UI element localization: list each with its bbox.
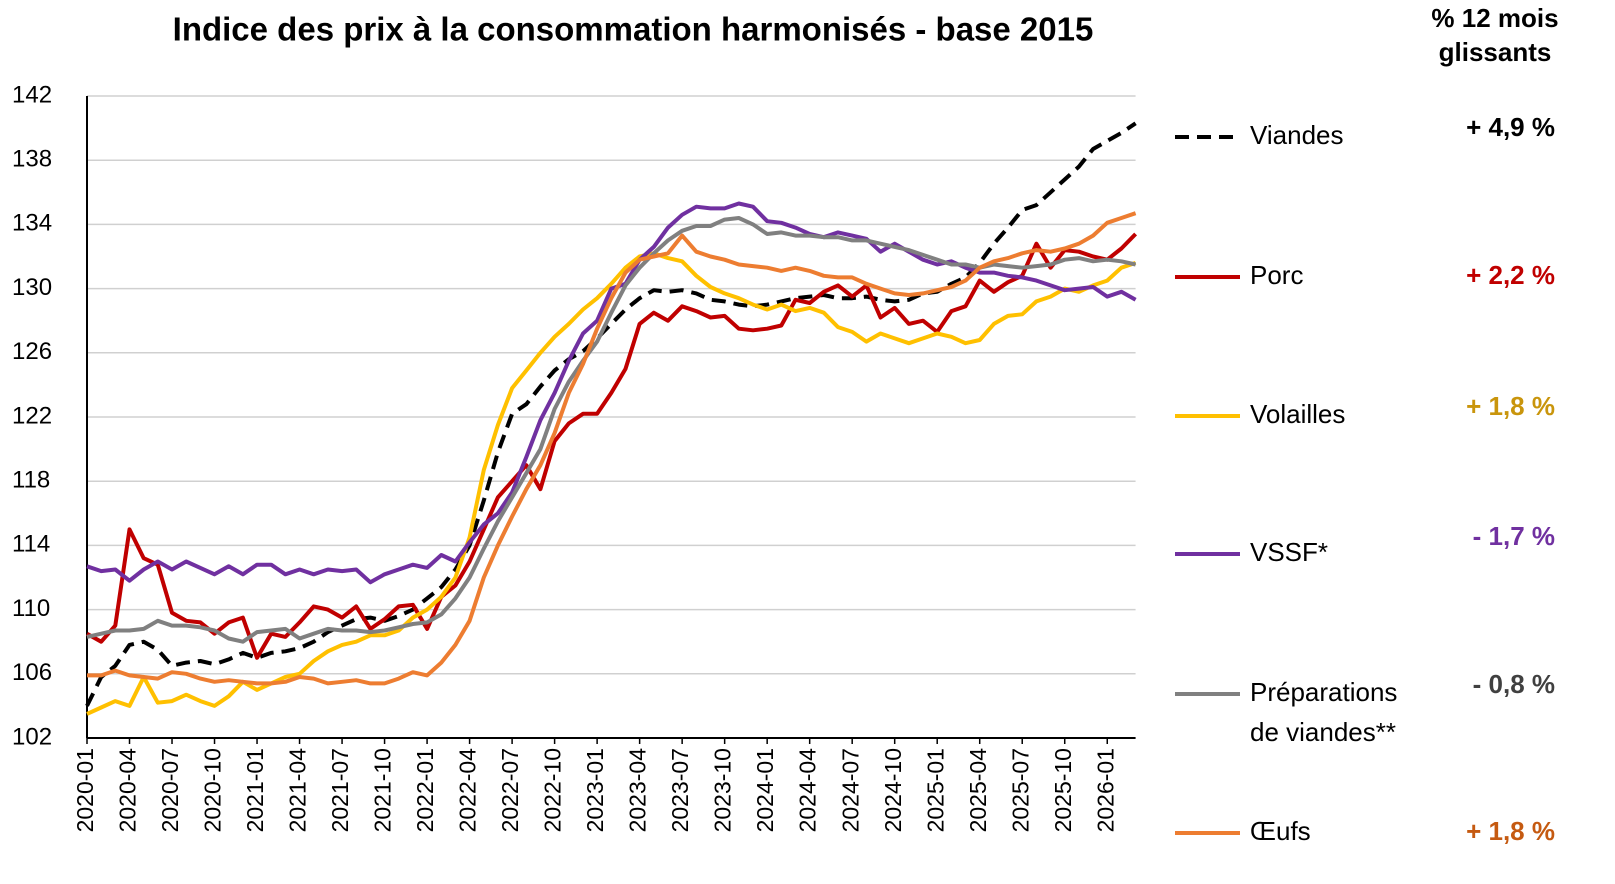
x-tick-label: 2022-04 (455, 748, 481, 833)
y-tick-label: 126 (12, 338, 52, 365)
y-tick-label: 130 (12, 274, 52, 301)
x-tick-label: 2023-10 (710, 748, 736, 832)
change-header: % 12 mois (1431, 3, 1558, 33)
series-line (86, 251, 1137, 716)
x-tick-label: 2025-04 (965, 748, 991, 833)
x-tick-label: 2020-04 (115, 748, 141, 833)
chart-title: Indice des prix à la consommation harmon… (173, 11, 1094, 48)
x-tick-label: 2022-10 (540, 748, 566, 832)
x-tick-label: 2021-04 (285, 748, 311, 833)
change-label: + 2,2 % (1466, 260, 1555, 290)
x-tick-label: 2024-04 (795, 748, 821, 833)
x-tick-label: 2020-01 (72, 748, 98, 832)
legend-label: Œufs (1250, 816, 1311, 846)
legend-label: VSSF* (1250, 537, 1328, 567)
x-tick-label: 2020-07 (157, 748, 183, 832)
y-tick-label: 106 (12, 659, 52, 686)
x-tick-label: 2022-01 (412, 748, 438, 832)
change-label: + 1,8 % (1466, 816, 1555, 846)
y-tick-label: 118 (12, 467, 50, 494)
x-tick-label: 2025-10 (1050, 748, 1076, 832)
legend-label: Porc (1250, 260, 1303, 290)
x-tick-label: 2021-10 (370, 748, 396, 832)
legend-label: Volailles (1250, 399, 1345, 429)
x-tick-label: 2025-01 (922, 748, 948, 832)
y-tick-label: 102 (12, 723, 52, 750)
x-tick-label: 2022-07 (497, 748, 523, 832)
x-tick-label: 2023-04 (625, 748, 651, 833)
series-line (86, 232, 1138, 660)
x-tick-label: 2026-01 (1092, 748, 1118, 832)
x-tick-label: 2024-07 (837, 748, 863, 832)
y-tick-label: 110 (12, 595, 50, 622)
x-tick-label: 2023-01 (582, 748, 608, 832)
x-tick-label: 2021-01 (242, 748, 268, 832)
y-tick-label: 122 (12, 402, 52, 429)
x-tick-label: 2021-07 (327, 748, 353, 832)
change-label: + 4,9 % (1466, 112, 1555, 142)
x-tick-label: 2024-10 (880, 748, 906, 832)
y-tick-label: 142 (12, 81, 52, 108)
x-tick-label: 2024-01 (752, 748, 778, 832)
x-tick-label: 2025-07 (1007, 748, 1033, 832)
y-tick-label: 134 (12, 210, 52, 237)
change-label: + 1,8 % (1466, 391, 1555, 421)
series-line (86, 216, 1137, 644)
series-line (87, 211, 1137, 686)
change-header: glissants (1439, 37, 1552, 67)
y-tick-label: 114 (12, 531, 50, 558)
legend-label: Préparations de viandes** (1250, 677, 1397, 747)
change-label: - 0,8 % (1473, 669, 1555, 699)
x-tick-label: 2023-07 (667, 748, 693, 832)
series-line (85, 121, 1137, 707)
legend-label: Viandes (1250, 120, 1344, 150)
x-tick-label: 2020-10 (200, 748, 226, 832)
change-label: - 1,7 % (1473, 521, 1555, 551)
y-tick-label: 138 (12, 146, 52, 173)
